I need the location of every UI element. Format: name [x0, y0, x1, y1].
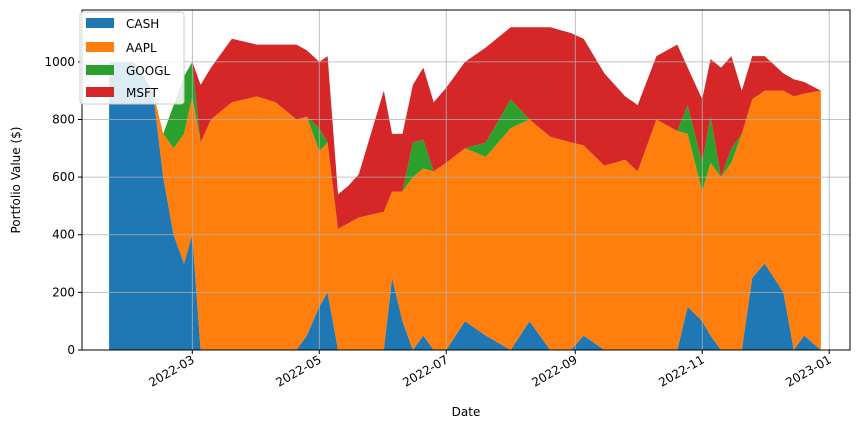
y-tick-label: 800 — [52, 112, 75, 126]
legend-swatch-cash — [86, 18, 114, 28]
legend-label-msft: MSFT — [126, 86, 159, 100]
legend-swatch-googl — [86, 65, 114, 75]
legend-label-cash: CASH — [126, 17, 159, 31]
y-axis-title: Portfolio Value ($) — [9, 127, 23, 234]
legend-swatch-aapl — [86, 42, 114, 52]
legend-label-googl: GOOGL — [126, 64, 170, 78]
area-msft — [109, 27, 821, 229]
grid-layer — [82, 10, 850, 351]
x-axis-title: Date — [452, 405, 481, 419]
y-tick-label: 200 — [52, 285, 75, 299]
y-tick-label: 400 — [52, 228, 75, 242]
y-tick-label: 1000 — [44, 55, 75, 69]
area-aapl — [109, 61, 821, 351]
legend-label-aapl: AAPL — [126, 41, 157, 55]
legend-swatch-msft — [86, 87, 114, 97]
y-tick-label: 600 — [52, 170, 75, 184]
area-cash — [109, 61, 821, 351]
plot-frame — [81, 9, 851, 351]
y-tick-label: 0 — [67, 343, 75, 357]
legend: CASH AAPL GOOGL MSFT — [79, 11, 185, 105]
series-layer — [109, 27, 821, 351]
legend-box — [79, 11, 185, 105]
